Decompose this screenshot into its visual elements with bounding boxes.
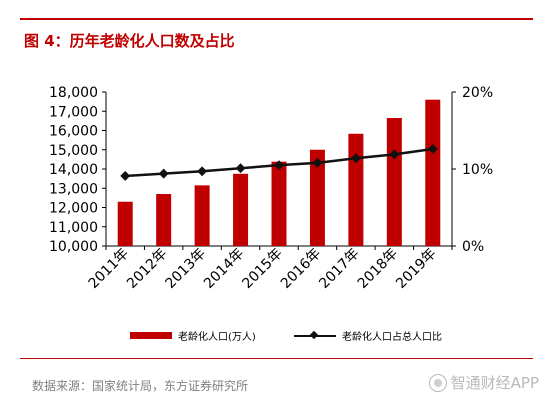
y-left-tick-label: 14,000 (49, 162, 98, 178)
line-point (350, 153, 361, 164)
header-rule (20, 18, 533, 20)
chart-legend: 老龄化人口(万人) 老龄化人口占总人口比 (0, 328, 553, 344)
x-tick-label: 2012年 (124, 246, 170, 292)
y-left-tick-label: 16,000 (49, 124, 98, 140)
x-tick-label: 2014年 (201, 246, 247, 292)
line-point (197, 166, 208, 177)
line-point (274, 160, 284, 171)
bar (194, 185, 210, 246)
y-left-tick-label: 17,000 (49, 104, 98, 120)
bar (233, 173, 249, 246)
source-note: 数据来源：国家统计局，东方证券研究所 (32, 379, 249, 393)
y-right-tick-label: 10% (462, 162, 493, 178)
x-tick-label: 2015年 (239, 246, 285, 292)
line-point (235, 163, 246, 174)
bar (386, 117, 402, 246)
y-right-tick-label: 20% (462, 85, 493, 101)
x-tick-label: 2017年 (316, 246, 362, 292)
chart: 10,000 11,000 12,000 13,000 14,000 15,000 16,0… (49, 85, 493, 292)
line-point (158, 168, 169, 179)
legend-bar-label: 老龄化人口(万人) (178, 332, 256, 343)
x-tick-label: 2013年 (163, 246, 209, 292)
y-left-tick-label: 12,000 (49, 201, 98, 217)
legend-line-label: 老龄化人口占总人口比 (342, 332, 442, 343)
y-right-tick-label: 0% (462, 239, 484, 255)
x-tick-label: 2018年 (355, 246, 401, 292)
legend-item-line: 老龄化人口占总人口比 (294, 328, 442, 343)
bar (348, 133, 364, 246)
watermark-logo-icon (428, 373, 447, 392)
bar (425, 99, 441, 246)
y-left-tick-label: 18,000 (49, 85, 98, 101)
x-tick-label: 2019年 (393, 246, 439, 292)
y-left-tick-label: 13,000 (49, 181, 98, 197)
line-point (389, 149, 400, 160)
legend-bar-swatch (130, 332, 172, 339)
bar (271, 161, 287, 246)
bar (117, 201, 133, 246)
watermark: 智通财经APP (428, 372, 539, 393)
footer-rule (20, 358, 533, 359)
bar (309, 149, 325, 246)
y-left-tick-label: 11,000 (49, 220, 98, 236)
line-point (427, 144, 438, 154)
bar (156, 194, 172, 246)
chart-title: 图 4：历年老龄化人口数及占比 (24, 32, 235, 50)
watermark-text: 智通财经APP (450, 374, 539, 392)
y-left-tick-label: 15,000 (49, 143, 98, 159)
line-point (312, 157, 323, 168)
y-left-tick-label: 10,000 (49, 239, 98, 255)
legend-line-swatch (294, 330, 336, 341)
legend-item-bar: 老龄化人口(万人) (130, 328, 256, 343)
line-point (120, 170, 131, 181)
x-tick-label: 2016年 (278, 246, 324, 292)
